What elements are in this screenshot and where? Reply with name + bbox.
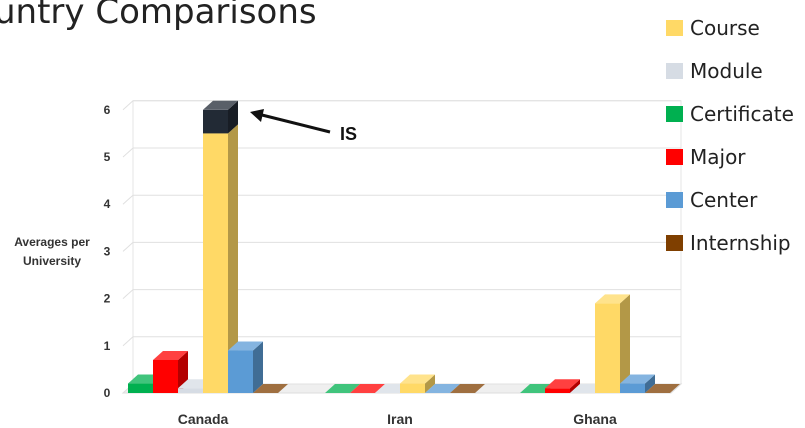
internship-swatch-icon — [666, 234, 683, 251]
grid-diagonal-3 — [122, 242, 134, 252]
bar-major-ghana-side — [570, 379, 580, 393]
center-swatch-icon — [666, 191, 683, 208]
bar-module-canada-front — [178, 388, 203, 393]
major-swatch-icon — [666, 148, 683, 165]
bar-stack-top-canada-side — [228, 100, 238, 134]
y-tick-label-3: 3 — [104, 244, 111, 258]
bar-stack-top-canada-front — [203, 109, 228, 134]
legend-label-course: Course — [690, 15, 760, 40]
y-tick-label-4: 4 — [104, 197, 111, 211]
legend-item-module: Module — [666, 49, 794, 92]
bar-certificate-canada-front — [128, 383, 153, 393]
annotation-arrowhead-icon — [250, 109, 264, 122]
chart-legend: Course Module Certificate Major Center I… — [666, 6, 794, 264]
bar-course-iran-side — [425, 374, 435, 393]
bar-center-ghana-front — [620, 383, 645, 393]
bar-center-canada-side — [253, 341, 263, 393]
certificate-swatch-icon — [666, 105, 683, 122]
y-tick-label-1: 1 — [104, 339, 111, 353]
grid-diagonal-4 — [122, 194, 134, 205]
y-tick-label-0: 0 — [104, 386, 111, 400]
y-tick-label-6: 6 — [104, 103, 111, 117]
bar-center-iran-top — [425, 384, 460, 393]
x-tick-label-canada: Canada — [178, 411, 229, 427]
bar-course-ghana-side — [620, 294, 630, 393]
bar-internship-iran-top — [450, 384, 485, 393]
grid-diagonal-5 — [122, 147, 134, 158]
legend-label-module: Module — [690, 58, 763, 83]
y-tick-label-5: 5 — [104, 150, 111, 164]
module-swatch-icon — [666, 62, 683, 79]
bar-center-ghana-side — [645, 374, 655, 393]
bar-center-ghana-top — [620, 374, 655, 384]
legend-label-major: Major — [690, 144, 746, 169]
legend-item-internship: Internship — [666, 221, 794, 264]
x-tick-label-iran: Iran — [387, 411, 413, 427]
x-tick-label-ghana: Ghana — [573, 411, 617, 427]
legend-item-major: Major — [666, 135, 794, 178]
bar-major-ghana-top — [545, 379, 580, 389]
bar-major-ghana-front — [545, 388, 570, 393]
bar-internship-ghana-top — [645, 384, 680, 393]
legend-label-internship: Internship — [690, 230, 791, 255]
course-swatch-icon — [666, 19, 683, 36]
y-axis-label: Averages per University — [14, 235, 90, 268]
bar-stack-top-canada-top — [203, 100, 238, 110]
page-title: untry Comparisons — [0, 0, 317, 32]
bar-course-ghana-front — [595, 303, 620, 393]
legend-item-course: Course — [666, 6, 794, 49]
grid-diagonal-2 — [122, 289, 134, 299]
bar-center-canada-front — [228, 350, 253, 393]
bar-course-iran-top — [400, 374, 435, 384]
bar-internship-canada-top — [253, 384, 288, 393]
bar-course-ghana-top — [595, 294, 630, 304]
bar-course-canada-front — [203, 133, 228, 393]
legend-item-center: Center — [666, 178, 794, 221]
legend-item-certificate: Certificate — [666, 92, 794, 135]
grid-diagonal-6 — [122, 100, 134, 111]
bar-course-canada-side — [228, 124, 238, 394]
bar-certificate-iran-top — [325, 384, 360, 393]
grid-diagonal-1 — [122, 336, 134, 347]
annotation-label: IS — [340, 124, 358, 144]
bar-major-canada-top — [153, 350, 188, 360]
legend-label-certificate: Certificate — [690, 101, 794, 126]
bar-course-iran-front — [400, 383, 425, 393]
bar-major-canada-front — [153, 359, 178, 393]
y-tick-label-2: 2 — [104, 292, 111, 306]
legend-label-center: Center — [690, 187, 758, 212]
annotation-arrow-line — [261, 113, 331, 134]
bar-major-iran-top — [350, 384, 385, 393]
bar-center-canada-top — [228, 341, 263, 351]
